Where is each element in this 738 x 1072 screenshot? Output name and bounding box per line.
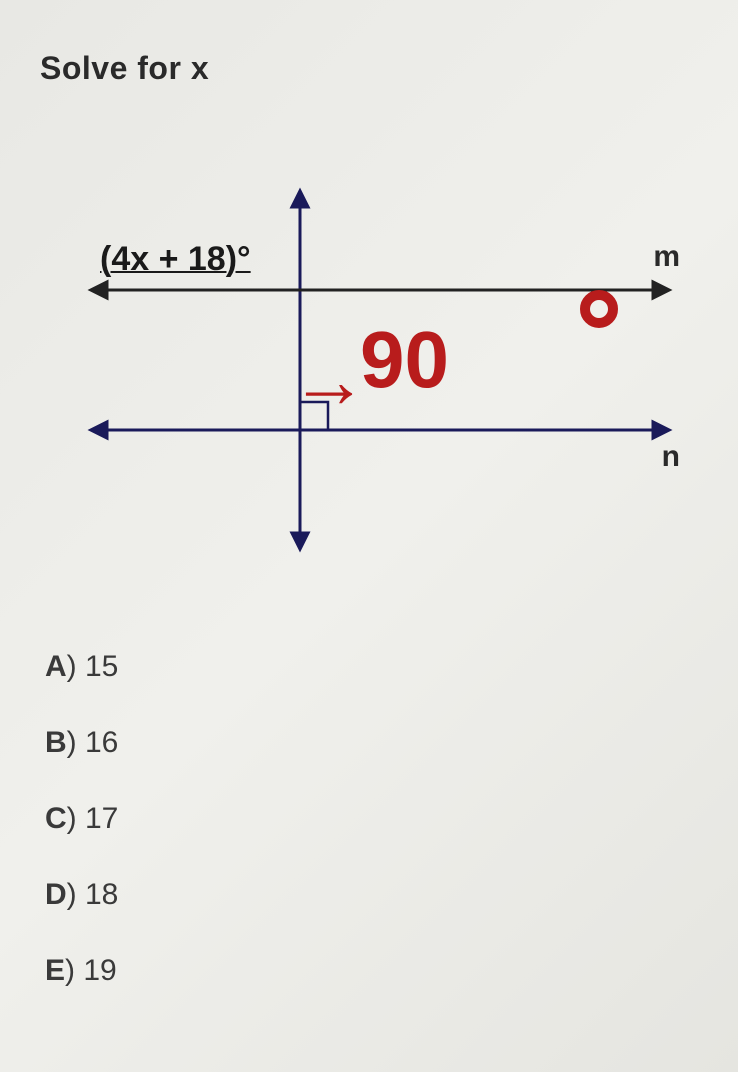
annotation-degree-icon xyxy=(580,290,618,328)
line-n-label: n xyxy=(662,440,680,474)
choice-letter: D xyxy=(45,878,67,911)
angle-expression-label: (4x + 18)° xyxy=(100,240,251,279)
geometry-diagram: (4x + 18)° m n → 90 xyxy=(60,180,700,560)
choice-d[interactable]: D) 18 xyxy=(45,878,118,912)
choice-b[interactable]: B) 16 xyxy=(45,726,118,760)
line-m-label: m xyxy=(653,240,680,274)
choice-letter: C xyxy=(45,802,67,835)
annotation-arrow-icon: → xyxy=(290,335,368,426)
choice-c[interactable]: C) 17 xyxy=(45,802,118,836)
question-title: Solve for x xyxy=(40,50,209,87)
annotation-90-text: 90 xyxy=(360,320,449,400)
choice-value: 17 xyxy=(85,802,118,835)
answer-choices: A) 15 B) 16 C) 17 D) 18 E) 19 xyxy=(45,650,118,1030)
choice-value: 19 xyxy=(83,954,116,987)
choice-a[interactable]: A) 15 xyxy=(45,650,118,684)
choice-e[interactable]: E) 19 xyxy=(45,954,118,988)
choice-value: 18 xyxy=(85,878,118,911)
choice-letter: E xyxy=(45,954,65,987)
choice-value: 15 xyxy=(85,650,118,683)
choice-letter: B xyxy=(45,726,67,759)
choice-value: 16 xyxy=(85,726,118,759)
choice-letter: A xyxy=(45,650,67,683)
